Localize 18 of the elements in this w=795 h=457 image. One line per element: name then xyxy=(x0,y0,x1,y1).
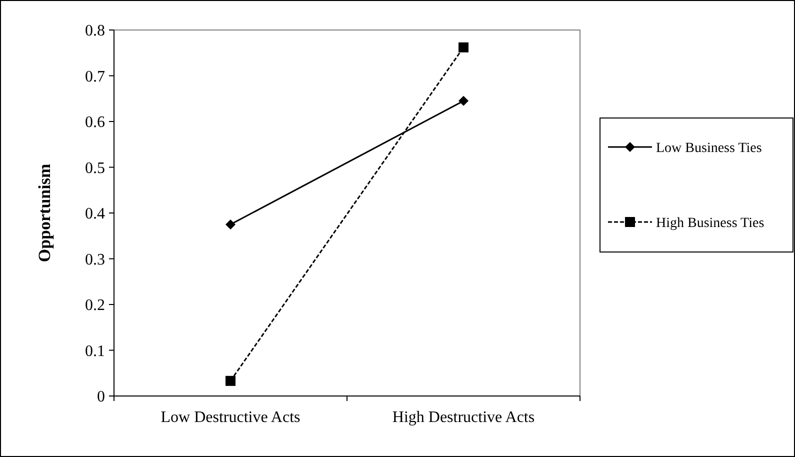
y-tick-label: 0.8 xyxy=(85,22,105,40)
x-tick-label: High Destructive Acts xyxy=(392,409,535,426)
y-tick-label: 0.4 xyxy=(85,206,105,223)
legend-label: High Business Ties xyxy=(656,216,764,231)
point xyxy=(226,219,236,230)
y-tick-label: 0.7 xyxy=(85,68,105,86)
y-tick-label: 0.1 xyxy=(85,342,105,360)
x-tick-label: Low Destructive Acts xyxy=(160,409,300,426)
point xyxy=(458,96,468,106)
y-axis-title: Opportunism xyxy=(35,164,54,262)
y-tick-label: 0.2 xyxy=(85,297,105,314)
point xyxy=(226,376,236,386)
point xyxy=(458,42,468,52)
legend-label: Low Business Ties xyxy=(656,140,762,156)
y-tick-label: 0.6 xyxy=(85,114,105,132)
y-tick-label: 0.5 xyxy=(85,160,105,177)
y-tick-label: 0.3 xyxy=(85,251,105,268)
y-tick-label: 0 xyxy=(97,388,105,406)
